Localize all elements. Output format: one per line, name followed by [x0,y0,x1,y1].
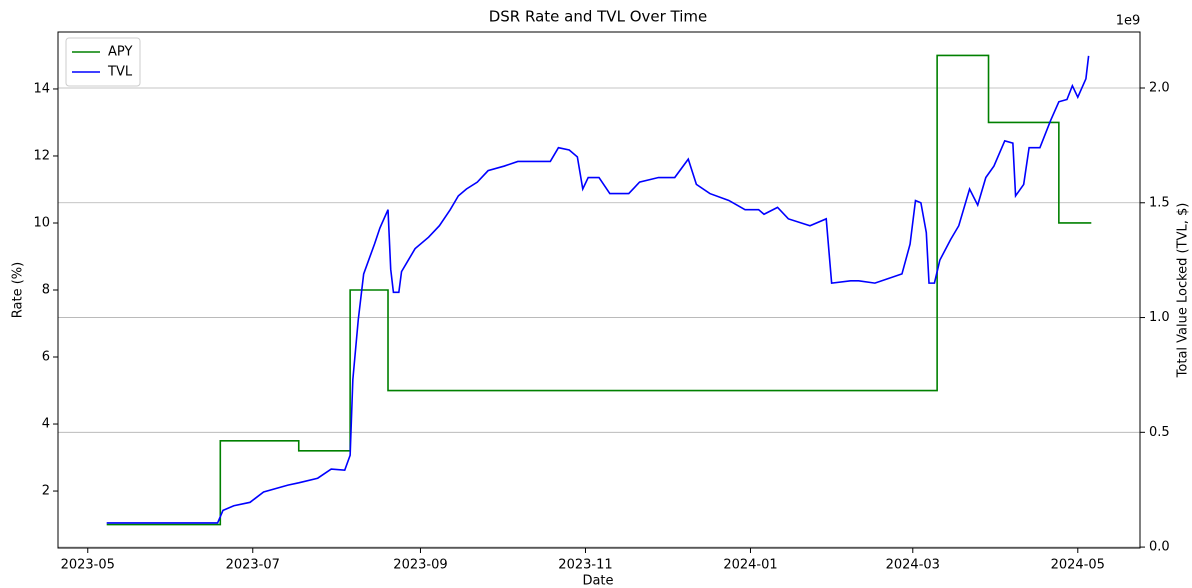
x-tick-label: 2023-09 [393,558,447,573]
series-line [106,54,1092,526]
x-tick-label: 2024-03 [886,558,940,573]
y2-tick-label: 1.5 [1149,195,1170,210]
y-tick-label: 8 [42,283,50,298]
x-tick-label: 2023-05 [61,558,115,573]
x-tick-label: 2024-05 [1051,558,1105,573]
series-line [106,55,1090,524]
y2-offset-label: 1e9 [1116,14,1141,29]
legend-label: TVL [107,65,133,80]
y-tick-label: 14 [33,81,50,96]
y-tick-label: 12 [33,148,50,163]
x-tick-label: 2023-11 [558,558,612,573]
y-tick-label: 10 [33,215,50,230]
x-tick-label: 2024-01 [723,558,777,573]
y2-tick-label: 0.5 [1149,425,1170,440]
legend-box [65,37,141,87]
legend-label: APY [108,45,132,60]
plot-frame [57,31,1141,549]
x-tick-label: 2023-07 [226,558,280,573]
y-tick-label: 2 [42,484,50,499]
y2-tick-label: 1.0 [1149,310,1170,325]
y2-axis-label: Total Value Locked (TVL, $) [1176,203,1191,379]
y-tick-label: 4 [42,417,50,432]
chart-title: DSR Rate and TVL Over Time [489,8,708,26]
y-tick-label: 6 [42,350,50,365]
y2-tick-label: 2.0 [1149,81,1170,96]
x-axis-label: Date [582,574,613,588]
y2-tick-label: 0.0 [1149,540,1170,555]
y-axis-label: Rate (%) [11,262,26,318]
